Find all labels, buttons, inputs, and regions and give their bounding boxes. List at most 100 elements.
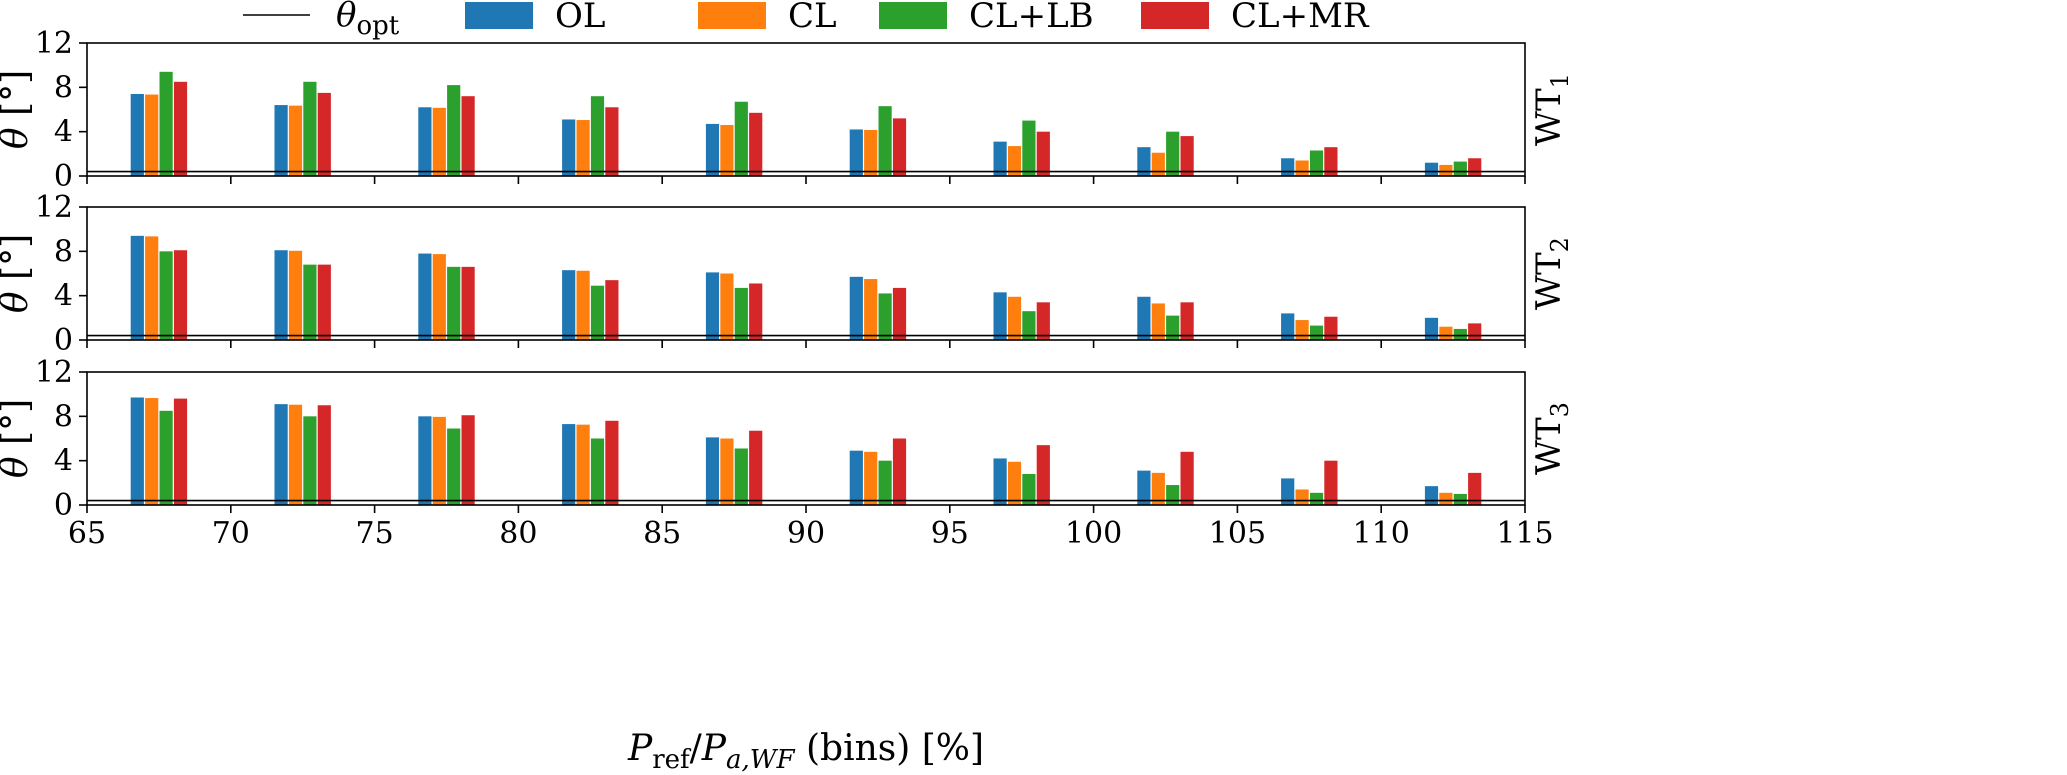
bar-ol-107.5 — [1281, 158, 1295, 176]
bar-cl-mr-77.5 — [461, 266, 475, 340]
panel-label: WT3 — [1529, 402, 1574, 475]
bar-cl-lb-112.5 — [1453, 161, 1467, 176]
bar-cl-lb-112.5 — [1453, 493, 1467, 505]
bar-ol-72.5 — [274, 250, 288, 340]
y-tick-label: 0 — [54, 159, 73, 194]
bar-cl-lb-87.5 — [734, 448, 748, 505]
bar-cl-mr-77.5 — [461, 415, 475, 505]
bar-cl-lb-92.5 — [878, 106, 892, 176]
bar-cl-mr-87.5 — [749, 112, 763, 176]
bar-ol-82.5 — [562, 424, 576, 505]
panel-frame — [86, 206, 1526, 341]
bar-cl-107.5 — [1295, 320, 1309, 340]
bar-cl-lb-72.5 — [303, 81, 317, 176]
legend-swatch-ol — [465, 2, 533, 29]
bar-cl-97.5 — [1007, 461, 1022, 505]
bar-cl-lb-92.5 — [878, 293, 892, 340]
bar-cl-mr-107.5 — [1324, 147, 1338, 176]
panel-3: 0 4 8 12 θ [°] WT3 — [0, 355, 1574, 523]
bar-ol-87.5 — [705, 272, 720, 340]
panel-label: WT2 — [1529, 237, 1574, 310]
bar-ol-87.5 — [705, 437, 720, 505]
y-tick-label: 8 — [54, 234, 73, 269]
bar-cl-lb-107.5 — [1309, 492, 1324, 505]
x-tick-label: 85 — [643, 516, 681, 551]
bar-cl-lb-102.5 — [1166, 315, 1180, 340]
bar-cl-mr-92.5 — [892, 118, 907, 176]
bar-cl-lb-92.5 — [878, 460, 892, 505]
bar-cl-mr-97.5 — [1036, 302, 1050, 340]
bar-cl-67.5 — [145, 236, 159, 340]
bar-cl-77.5 — [432, 254, 446, 340]
bar-cl-lb-102.5 — [1166, 131, 1180, 176]
bar-cl-102.5 — [1151, 472, 1165, 505]
bar-cl-lb-107.5 — [1309, 150, 1324, 176]
bar-ol-67.5 — [130, 93, 144, 176]
bar-cl-102.5 — [1151, 152, 1165, 176]
legend-label-cl-lb: CL+LB — [969, 0, 1094, 36]
bar-cl-mr-112.5 — [1468, 158, 1482, 176]
bar-cl-mr-92.5 — [892, 287, 907, 340]
bar-cl-lb-72.5 — [303, 416, 317, 505]
bar-ol-92.5 — [849, 276, 863, 340]
bar-ol-112.5 — [1424, 486, 1439, 505]
bar-cl-mr-102.5 — [1180, 302, 1194, 340]
bar-cl-mr-107.5 — [1324, 316, 1338, 340]
bar-ol-67.5 — [130, 235, 144, 340]
bar-ol-77.5 — [418, 253, 432, 340]
bar-ol-102.5 — [1137, 470, 1151, 505]
bar-cl-mr-112.5 — [1468, 472, 1482, 505]
bar-cl-mr-112.5 — [1468, 323, 1482, 341]
panel-frame — [86, 371, 1526, 506]
bar-ol-77.5 — [418, 416, 432, 505]
bar-cl-lb-102.5 — [1166, 485, 1180, 505]
bar-cl-mr-82.5 — [605, 280, 619, 340]
x-tick-label: 100 — [1065, 516, 1122, 551]
x-tick-label: 65 — [68, 516, 106, 551]
bar-cl-lb-97.5 — [1022, 473, 1036, 505]
bar-cl-mr-92.5 — [892, 438, 907, 505]
y-tick-label: 4 — [54, 444, 73, 479]
x-tick-label: 105 — [1209, 516, 1266, 551]
bar-cl-67.5 — [145, 94, 159, 176]
y-tick-label: 8 — [54, 70, 73, 105]
bar-cl-97.5 — [1007, 146, 1022, 176]
bar-cl-112.5 — [1439, 492, 1453, 505]
x-axis: 65 70 75 80 85 90 95 100 105 110 115 Pref/Pa,WF (bi… — [68, 516, 1554, 775]
bar-ol-97.5 — [993, 141, 1007, 176]
bar-cl-77.5 — [432, 107, 446, 176]
panel-1: 0 4 8 12 θ [°] WT1 — [0, 26, 1574, 194]
legend-label-cl-mr: CL+MR — [1231, 0, 1370, 36]
y-tick-label: 12 — [35, 355, 73, 390]
chart-panels: 0 4 8 12 θ [°] WT1 0 4 8 12 θ [°] WT2 0 4 8 12 θ [°] WT3 — [0, 26, 1574, 523]
legend-swatch-cl-lb — [879, 2, 947, 29]
bar-ol-87.5 — [705, 123, 720, 176]
bar-cl-lb-97.5 — [1022, 120, 1036, 176]
bar-cl-72.5 — [288, 105, 303, 176]
y-axis-label: θ [°] — [0, 70, 36, 149]
bar-cl-mr-82.5 — [605, 420, 619, 505]
bar-cl-mr-97.5 — [1036, 445, 1050, 505]
bar-cl-lb-82.5 — [590, 285, 605, 340]
bar-ol-92.5 — [849, 450, 863, 505]
bar-ol-72.5 — [274, 105, 288, 176]
bar-cl-mr-72.5 — [317, 405, 331, 505]
bar-cl-107.5 — [1295, 160, 1309, 176]
bar-cl-mr-87.5 — [749, 283, 763, 340]
bar-cl-mr-102.5 — [1180, 136, 1194, 176]
legend-label-theta-opt: θopt — [336, 0, 400, 41]
bar-cl-lb-87.5 — [734, 101, 748, 176]
x-axis-label: Pref/Pa,WF (bins) [%] — [627, 728, 984, 775]
y-tick-label: 0 — [54, 323, 73, 358]
bar-cl-82.5 — [576, 120, 590, 176]
bar-cl-lb-87.5 — [734, 287, 748, 340]
panel-2: 0 4 8 12 θ [°] WT2 — [0, 190, 1574, 358]
bar-cl-mr-107.5 — [1324, 460, 1338, 505]
bar-cl-92.5 — [864, 279, 878, 340]
bar-cl-lb-77.5 — [447, 428, 461, 505]
bar-cl-lb-77.5 — [447, 85, 461, 176]
y-axis-label: θ [°] — [0, 234, 36, 313]
bar-cl-67.5 — [145, 398, 159, 505]
bar-cl-92.5 — [864, 130, 878, 176]
bar-cl-lb-72.5 — [303, 264, 317, 340]
